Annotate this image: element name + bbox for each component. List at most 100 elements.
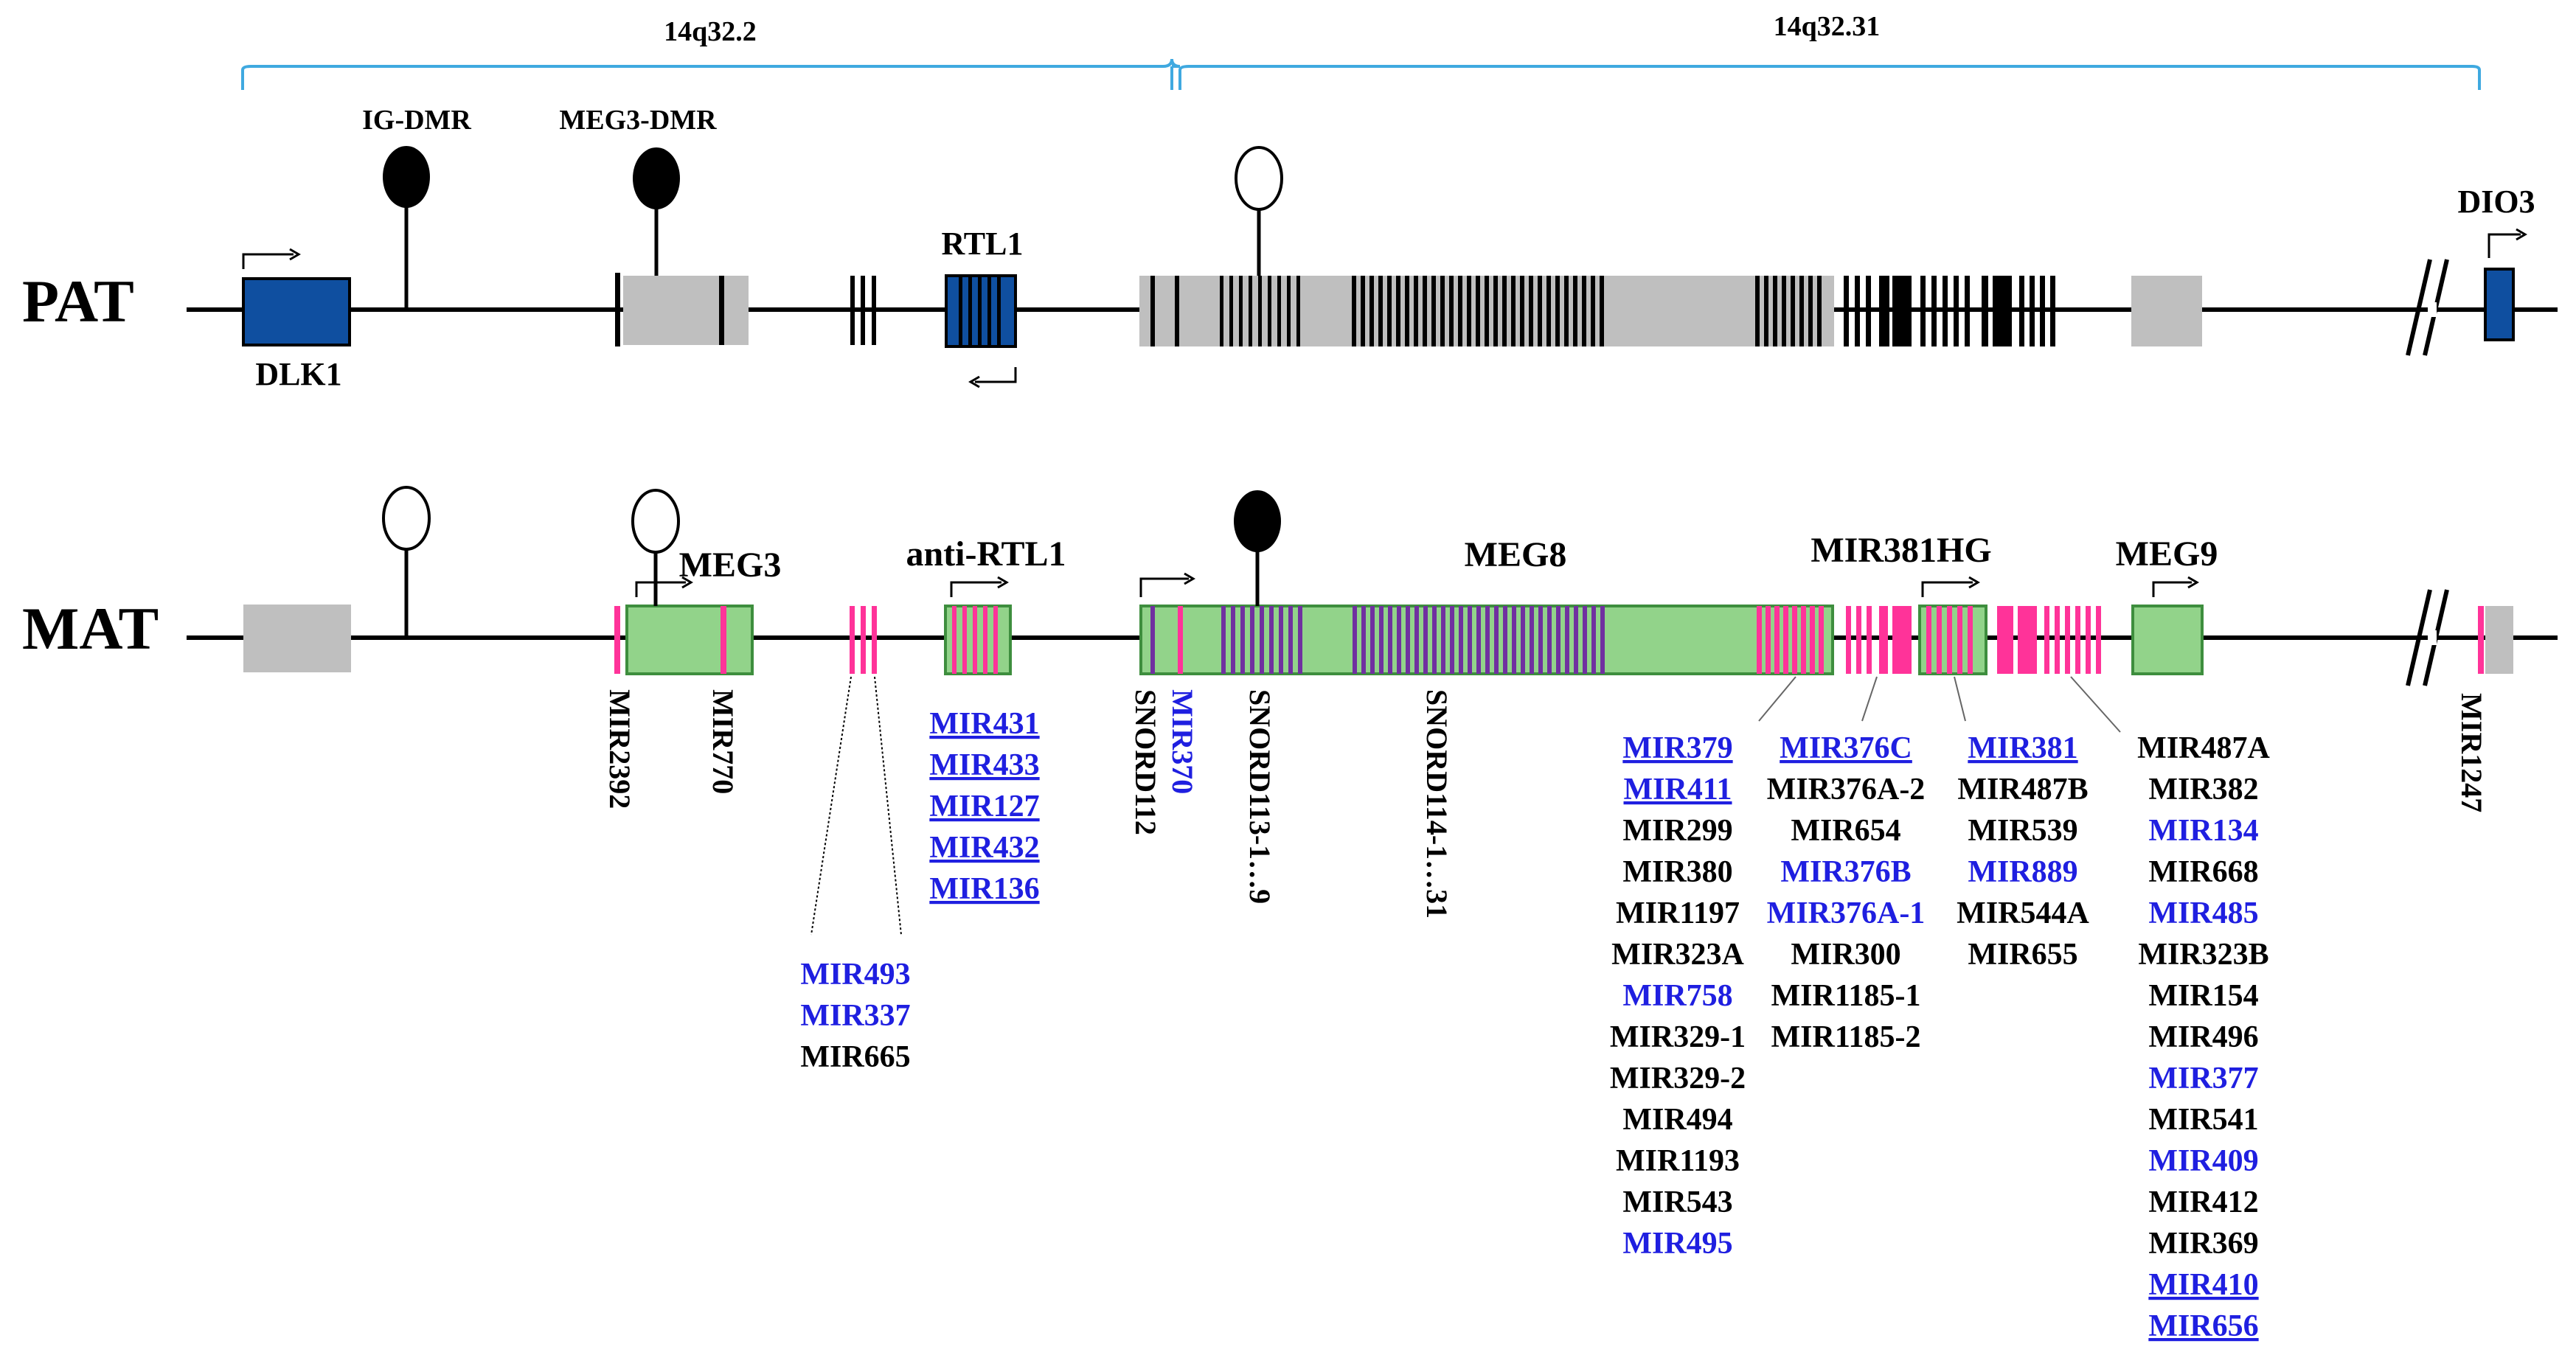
rtl1-mirna-list: MIR431 MIR433 MIR127 MIR432 MIR136: [929, 707, 1039, 906]
band-brace-right: [1178, 65, 2481, 90]
dio3-tss-arrow-icon: [2488, 233, 2521, 258]
snord114-bar: [1494, 606, 1499, 674]
mir487a-paternal-bars: [1982, 276, 2055, 346]
mir-bar: [1892, 276, 1912, 346]
mir-bar: [1856, 606, 1861, 674]
snord114-bar: [1468, 606, 1472, 674]
snord114-bar: [1546, 276, 1551, 346]
snord114-bar: [1485, 606, 1490, 674]
mir-bar: [1755, 276, 1760, 346]
meg9-label: MEG9: [2116, 534, 2218, 574]
mir-bar: [1791, 276, 1795, 346]
anti-rtl1-tss-arrowhead-icon: [997, 576, 1009, 589]
mir376c-mirna-list: MIR376C MIR376A-2 MIR654 MIR376B MIR376A-1 MI…: [1767, 731, 1926, 1054]
mirna-label: MIR412: [2148, 1185, 2258, 1219]
mir-bar: [1766, 606, 1771, 674]
rtl1-tss-arrow-icon: [975, 367, 1017, 383]
dlk1-tss-arrow-icon: [242, 253, 294, 269]
mir665-paternal-bar: [872, 276, 876, 345]
mir-bar: [1965, 276, 1970, 346]
mir-bar: [1993, 276, 2012, 346]
mir337-bar: [861, 606, 866, 674]
mir-bar: [2086, 606, 2091, 674]
snord114-bar: [1414, 276, 1418, 346]
snord114-bar: [1353, 606, 1357, 674]
snord114-bar: [1520, 276, 1524, 346]
mir487a-maternal-bars: [1997, 606, 2101, 674]
snord114-bar: [1521, 606, 1525, 674]
band-label-left: 14q32.2: [664, 16, 757, 47]
snord113-bar: [1288, 606, 1293, 674]
mirna-label: MIR377: [2148, 1062, 2258, 1096]
snord114-bar: [1512, 606, 1516, 674]
mirna-label: MIR541: [2148, 1103, 2258, 1137]
paternal-break-gap: [2428, 302, 2437, 317]
mirna-label: MIR376A-2: [1767, 773, 1926, 807]
mir-bar: [1774, 606, 1780, 674]
dio3-label: DIO3: [2457, 184, 2535, 220]
mir-bar: [1867, 606, 1872, 674]
mir-bar: [1947, 606, 1952, 674]
mir1247-label: MIR1247: [2455, 693, 2488, 812]
anti-rtl1-tss-arrow-icon: [950, 581, 1001, 597]
snord112-bar: [1150, 606, 1155, 674]
mir379-mirna-list: MIR379 MIR411 MIR299 MIR380 MIR1197 MIR323A MI…: [1610, 731, 1746, 1261]
snord113-bar: [1287, 276, 1291, 346]
snord114-bar: [1555, 276, 1560, 346]
band-label-right: 14q32.31: [1774, 11, 1881, 42]
rtl1-tss-arrowhead-icon: [968, 375, 980, 389]
mir493-paternal-bars: [850, 276, 876, 345]
mir2392-label: MIR2392: [603, 689, 636, 809]
mir-bar: [1799, 276, 1804, 346]
mir381hg-tss-arrow-icon: [1921, 581, 1973, 597]
mirna-label: MIR323A: [1611, 938, 1744, 972]
rtl1-mirna-bar: [968, 276, 972, 346]
mir-bar: [1982, 276, 1988, 346]
mir493-callout-left: [810, 676, 852, 936]
mirna-label: MIR1193: [1616, 1144, 1740, 1178]
snord114-bar: [1388, 606, 1392, 674]
mir-bar: [1792, 606, 1797, 674]
meg8-tss-arrowhead-icon: [1184, 572, 1195, 585]
snord112-paternal-bar: [1150, 276, 1155, 346]
mir-bar: [1801, 606, 1806, 674]
snord113-bar: [1298, 606, 1302, 674]
mir-bar: [1997, 606, 2013, 674]
snord114-bar: [1406, 606, 1410, 674]
mirna-label: MIR432: [929, 831, 1039, 865]
rtl1-label: RTL1: [942, 226, 1024, 262]
mir493-callout-right: [874, 676, 902, 936]
mir-bar: [2075, 606, 2080, 674]
snord114-bar: [1538, 276, 1542, 346]
snord114-bar: [1440, 276, 1445, 346]
mirna-label: MIR380: [1622, 855, 1732, 889]
mir-bar: [1879, 276, 1889, 346]
mir-bar: [1844, 276, 1849, 346]
snord114-bar: [1387, 276, 1392, 346]
dio3-gene-box: [2484, 268, 2515, 341]
snord113-bar: [1229, 276, 1233, 346]
mir381-mirna-list: MIR381 MIR487B MIR539 MIR889 MIR544A MIR655: [1957, 731, 2089, 972]
mirna-label: MIR494: [1622, 1103, 1732, 1137]
dlk1-tss-arrowhead-icon: [289, 248, 301, 261]
snord113-label: SNORD113-1…9: [1243, 689, 1277, 904]
mir376c-callout: [1861, 676, 1878, 722]
mir-bar: [1846, 606, 1851, 674]
rtl1-mirna-bar: [959, 276, 962, 346]
snord113-bar: [1239, 276, 1243, 346]
rtl1-mirna-bars: [959, 276, 1001, 346]
snord113-bar: [1260, 606, 1264, 674]
mirna-label: MIR136: [929, 872, 1039, 906]
mir376c-paternal-bars: [1844, 276, 1912, 346]
snord114-bar: [1423, 606, 1428, 674]
mirna-label: MIR487A: [2137, 731, 2270, 765]
mirna-label: MIR410: [2148, 1268, 2258, 1302]
snord114-bar: [1538, 606, 1543, 674]
anti-rtl1-mirna-bar: [983, 606, 987, 674]
mirna-label: MIR758: [1622, 979, 1732, 1013]
mir379-paternal-bars: [1755, 276, 1822, 346]
mirna-label: MIR539: [1968, 814, 2077, 848]
mirna-label: MIR485: [2148, 896, 2258, 930]
snord113-bar: [1249, 276, 1252, 346]
ig-dmr-unmethylated-icon: [382, 486, 431, 551]
